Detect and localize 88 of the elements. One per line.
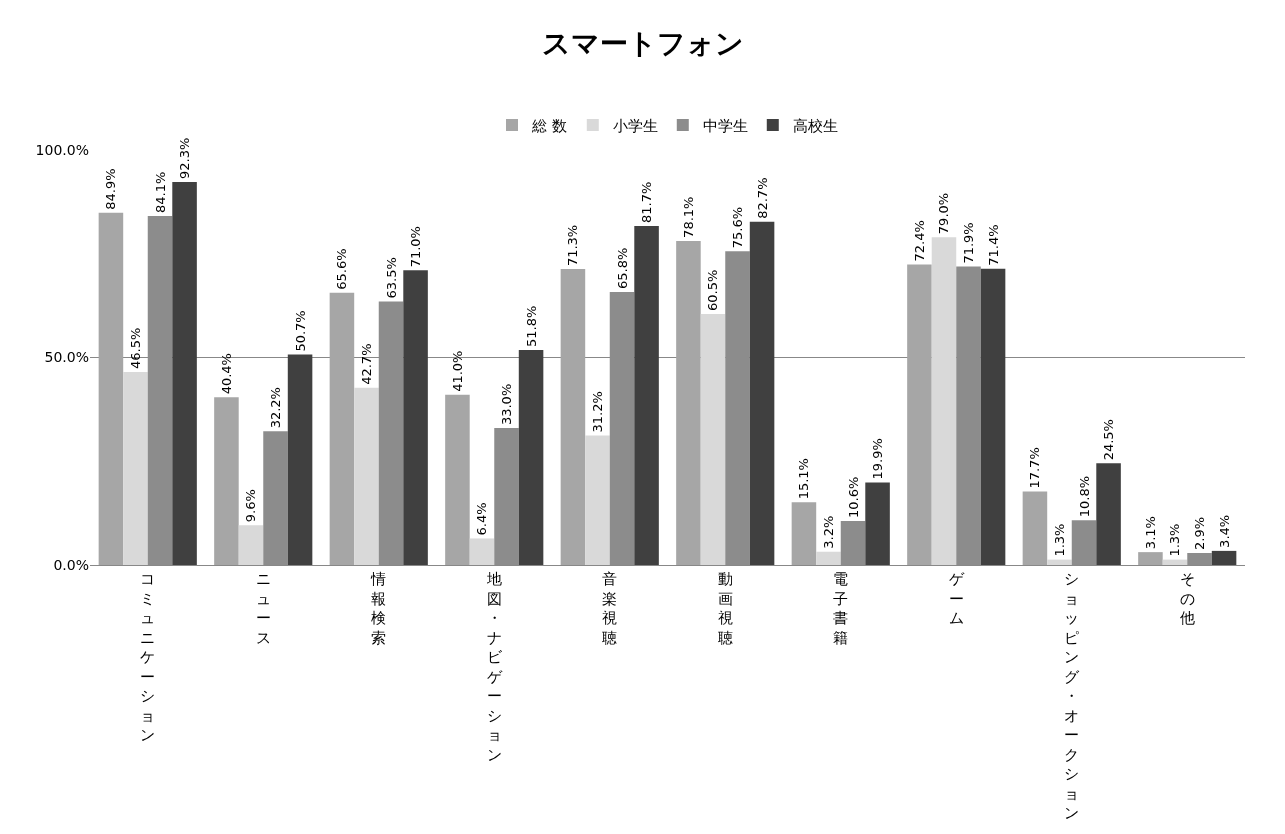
category-label: ショッピング・オークション: [1064, 570, 1080, 822]
bar: [1162, 559, 1188, 565]
y-tick-label: 100.0%: [35, 141, 89, 158]
data-label: 24.5%: [1101, 419, 1117, 461]
y-tick-label: 50.0%: [44, 349, 89, 366]
data-label: 84.9%: [103, 168, 119, 210]
bar: [865, 482, 890, 565]
data-label: 1.3%: [1167, 523, 1183, 557]
x-tick-label: ニュース: [255, 570, 271, 647]
data-label: 92.3%: [177, 137, 193, 179]
bar: [403, 270, 428, 565]
data-label: 82.7%: [754, 177, 770, 219]
data-label: 3.2%: [820, 515, 836, 549]
legend-label: 小学生: [612, 116, 658, 135]
bar: [469, 538, 495, 565]
data-label: 40.4%: [218, 353, 234, 395]
data-label: 46.5%: [127, 327, 143, 370]
x-tick-label: 音楽視聴: [602, 570, 618, 647]
bar: [791, 502, 817, 565]
bar: [214, 397, 239, 565]
category-label: 地図・ナビゲーション: [486, 570, 502, 764]
data-label: 9.6%: [243, 489, 259, 523]
bar: [238, 525, 264, 565]
chart-title: スマートフォン: [541, 26, 744, 60]
bar: [1022, 491, 1048, 565]
data-label: 10.6%: [845, 476, 861, 519]
data-label: 1.3%: [1051, 523, 1067, 557]
data-label: 84.1%: [152, 171, 168, 213]
bar: [287, 354, 313, 565]
data-label: 10.8%: [1076, 475, 1092, 518]
data-label: 71.3%: [565, 224, 581, 267]
bar: [354, 387, 379, 565]
data-label: 63.5%: [383, 257, 399, 299]
data-label: 42.7%: [358, 343, 374, 385]
data-label: 3.4%: [1216, 514, 1232, 548]
data-label: 81.7%: [639, 181, 655, 223]
bar: [1096, 463, 1121, 565]
data-label: 75.6%: [730, 206, 746, 249]
data-label: 71.4%: [985, 224, 1001, 266]
legend-label: 中学生: [702, 116, 748, 135]
bar: [329, 292, 355, 565]
data-label: 17.7%: [1027, 447, 1043, 489]
data-label: 2.9%: [1192, 516, 1208, 550]
data-label: 79.0%: [936, 192, 952, 235]
x-tick-label: その他: [1179, 570, 1195, 627]
bar: [585, 435, 610, 565]
legend-label: 高校生: [792, 116, 838, 135]
x-tick-label: 情報検索: [370, 570, 387, 647]
data-label: 65.6%: [334, 248, 350, 290]
data-label: 33.0%: [499, 383, 515, 426]
data-label: 72.4%: [911, 220, 927, 262]
bar: [98, 212, 124, 565]
data-label: 41.0%: [449, 350, 465, 392]
data-label: 15.1%: [796, 458, 812, 500]
data-label: 78.1%: [680, 196, 696, 238]
bar: [123, 372, 148, 565]
bar: [518, 350, 544, 565]
bar: [931, 237, 957, 565]
bar: [816, 551, 841, 565]
data-label: 71.0%: [408, 226, 424, 268]
data-label: 31.2%: [589, 391, 605, 433]
bar: [1211, 550, 1237, 565]
bar: [1138, 552, 1163, 565]
bar: [634, 225, 659, 565]
x-tick-label: 動画視聴: [717, 570, 733, 647]
data-label: 3.1%: [1142, 516, 1158, 550]
bar: [445, 394, 470, 565]
bar: [907, 264, 932, 565]
bar: [172, 181, 197, 565]
y-tick-label: 0.0%: [53, 556, 89, 573]
data-label: 50.7%: [292, 310, 308, 352]
data-label: 51.8%: [523, 305, 539, 348]
x-tick-label: ゲーム: [948, 570, 965, 627]
legend-label: 総 数: [531, 116, 567, 135]
category-label: コミュニケーション: [140, 570, 156, 744]
data-label: 6.4%: [474, 502, 490, 536]
bar: [1047, 559, 1072, 565]
bar: [560, 269, 586, 565]
data-label: 19.9%: [870, 438, 886, 480]
data-label: 32.2%: [268, 387, 284, 429]
bar: [676, 240, 701, 565]
bar: [700, 313, 726, 565]
data-label: 60.5%: [705, 269, 721, 311]
bar: [749, 221, 775, 565]
data-label: 71.9%: [961, 222, 977, 264]
bar: [980, 268, 1006, 565]
x-tick-label: 電子書籍: [833, 570, 849, 647]
data-label: 65.8%: [614, 247, 630, 289]
